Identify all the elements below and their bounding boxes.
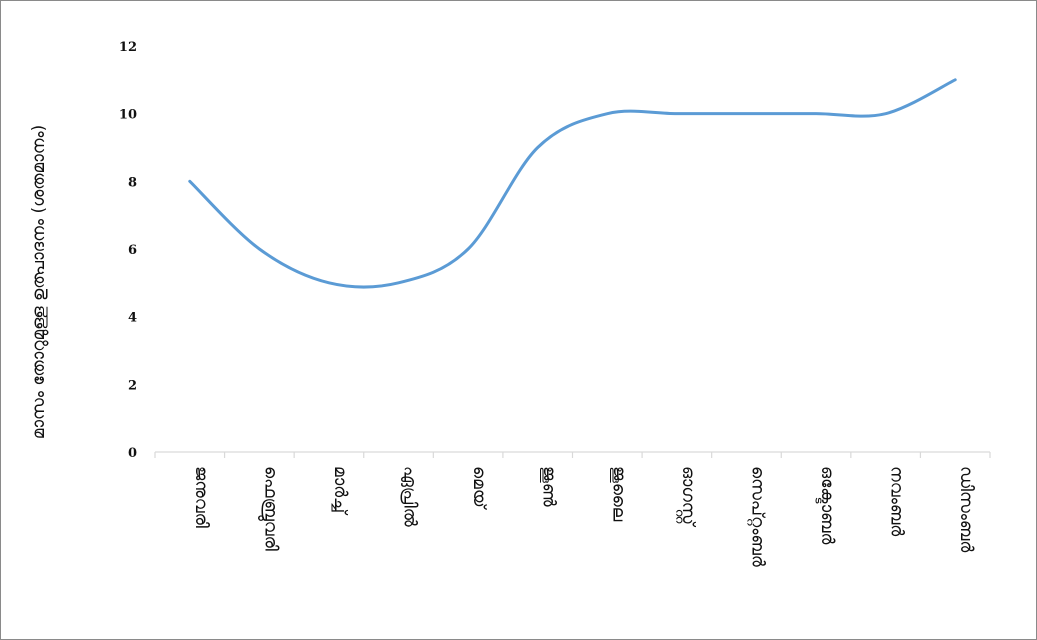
y-tick-label: 10 [119, 108, 137, 123]
x-category-label: ജൂൺ [539, 466, 559, 507]
y-tick-label: 8 [128, 175, 137, 190]
y-tick-label: 12 [119, 40, 137, 55]
y-tick-label: 2 [128, 378, 137, 393]
x-category-label: ഫെബ്രുവരി [258, 466, 280, 551]
x-axis-category-labels: ജനുവരി ഫെബ്രുവരി മാർച്ച് ഏപ്രിൽ മെയ് ജൂൺ ജൂലൈ ഓ… [191, 466, 976, 567]
y-tick-label: 0 [128, 446, 137, 461]
x-axis-tickmarks [154, 452, 991, 458]
x-category-label: ഏപ്രിൽ [400, 466, 420, 527]
x-category-label: നവംബർ [887, 466, 907, 536]
x-category-label: സെപ്റ്റംബർ [747, 466, 767, 567]
x-category-label: മാർച്ച് [330, 466, 350, 516]
y-axis-label: മാസം തോറുമുള്ള ഉത്പാദനം (ശതമാനം) [29, 125, 49, 440]
series-line [188, 78, 957, 289]
x-category-label: ഡിസംബർ [956, 466, 976, 552]
x-category-label: ജനുവരി [191, 466, 211, 528]
x-category-label: മെയ് [469, 466, 489, 510]
y-tick-label: 4 [128, 311, 137, 326]
x-category-label: ഓഗസ്റ്റ് [676, 466, 698, 528]
y-tick-label: 6 [128, 243, 137, 258]
x-category-label: ഒക്ടോബർ [815, 466, 837, 545]
x-category-label: ജൂലൈ [608, 466, 628, 522]
y-axis-ticks: 0 2 4 6 8 10 12 [119, 40, 137, 461]
